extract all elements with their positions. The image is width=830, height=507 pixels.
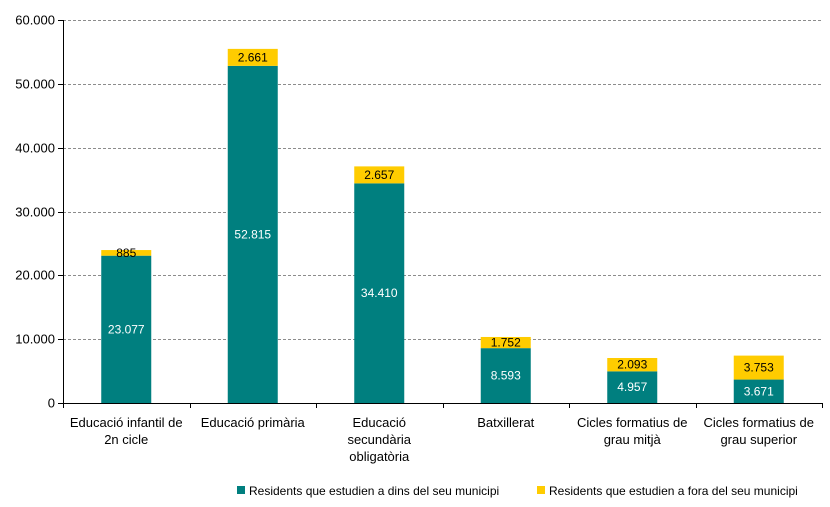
bar-inside-municipality — [607, 371, 658, 403]
bar-outside-municipality — [480, 336, 531, 349]
value-label-outside: 885 — [116, 246, 136, 260]
legend: Residents que estudien a dins del seu mu… — [237, 484, 798, 498]
legend-swatch — [237, 486, 245, 494]
bar-outside-municipality — [227, 48, 278, 66]
y-tick-label: 10.000 — [15, 332, 55, 347]
bar-outside-municipality — [354, 166, 405, 184]
x-category-label: Cicles formatius de grau superior — [703, 415, 814, 447]
y-tick-label: 20.000 — [15, 268, 55, 283]
bar-outside-municipality — [733, 355, 784, 380]
value-label-inside: 3.671 — [744, 384, 774, 398]
y-axis: 0 10.000 20.000 30.000 40.000 50.000 60.000 — [15, 13, 64, 411]
value-label-inside: 52.815 — [234, 227, 271, 241]
value-label-inside: 8.593 — [491, 369, 521, 383]
x-category-label: Educació primària — [201, 415, 306, 430]
y-tick-label: 0 — [48, 396, 55, 411]
value-label-inside: 34.410 — [361, 286, 398, 300]
legend-label: Residents que estudien a fora del seu mu… — [549, 484, 798, 498]
x-axis: Educació infantil de 2n cicle Educació pri… — [63, 403, 823, 464]
x-category-label: Cicles formatius de grau mitjà — [577, 415, 688, 447]
value-label-inside: 23.077 — [108, 322, 145, 336]
bar-outside-municipality — [101, 250, 152, 256]
legend-item-outside: Residents que estudien a fora del seu mu… — [537, 484, 798, 498]
value-label-outside: 2.657 — [364, 168, 394, 182]
value-label-outside: 3.753 — [744, 361, 774, 375]
x-category-label: Educació secundària obligatòria — [347, 415, 411, 464]
value-label-inside: 4.957 — [617, 380, 647, 394]
y-tick-label: 50.000 — [15, 77, 55, 92]
bar-outside-municipality — [607, 357, 658, 372]
y-tick-label: 60.000 — [15, 13, 55, 28]
bar-inside-municipality — [733, 379, 784, 403]
x-category-label: Educació infantil de 2n cicle — [70, 415, 183, 447]
bar-inside-municipality — [101, 255, 152, 403]
value-label-outside: 2.093 — [617, 358, 647, 372]
bar-inside-municipality — [354, 183, 405, 403]
x-category-label: Batxillerat — [477, 415, 534, 430]
bar-inside-municipality — [480, 348, 531, 403]
bar-inside-municipality — [227, 65, 278, 403]
y-tick-label: 30.000 — [15, 205, 55, 220]
legend-label: Residents que estudien a dins del seu mu… — [249, 484, 499, 498]
value-label-outside: 1.752 — [491, 336, 521, 350]
gridlines — [63, 20, 822, 340]
y-tick-label: 40.000 — [15, 141, 55, 156]
value-label-outside: 2.661 — [238, 50, 268, 64]
legend-swatch — [537, 486, 545, 494]
legend-item-inside: Residents que estudien a dins del seu mu… — [237, 484, 499, 498]
bars: 23.077 885 52.815 2.661 34.410 2.657 8.593 1.75… — [101, 48, 784, 403]
